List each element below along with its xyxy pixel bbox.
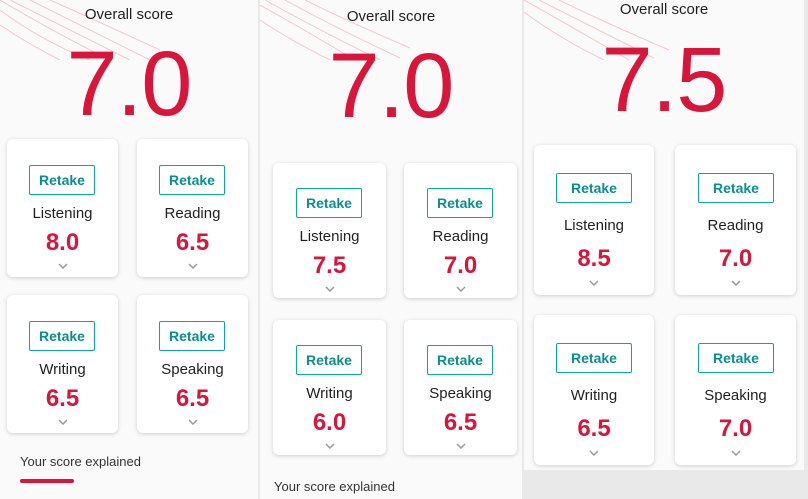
card-score: 7.5 [312,252,347,279]
card-score: 8.5 [577,245,611,272]
retake-button[interactable]: Retake [556,343,632,373]
card-label: Listening [32,205,93,222]
retake-button[interactable]: Retake [556,173,632,203]
card-label: Speaking [161,361,224,378]
chevron-down-icon[interactable] [187,419,198,425]
score-explained-link[interactable]: Your score explained [20,454,141,469]
card-label: Listening [299,228,360,245]
score-card-speaking: Retake Speaking 6.5 [404,320,517,455]
card-score: 6.0 [312,409,347,436]
chevron-down-icon[interactable] [455,286,466,292]
chevron-down-icon[interactable] [187,263,198,269]
retake-button[interactable]: Retake [159,165,225,195]
score-card-writing: Retake Writing 6.0 [273,320,386,455]
overall-score-label: Overall score [619,1,709,18]
card-label: Writing [306,385,353,402]
score-panel-1: Overall score 7.0 Retake Listening 8.0 R… [0,0,258,499]
retake-button[interactable]: Retake [698,173,774,203]
retake-button[interactable]: Retake [29,321,95,351]
score-card-listening: Retake Listening 8.0 [7,139,118,277]
chevron-down-icon[interactable] [589,450,599,456]
card-label: Reading [432,228,489,245]
chevron-down-icon[interactable] [589,280,599,286]
score-panel-3: Overall score 7.5 Retake Listening 8.5 R… [524,0,804,470]
score-card-reading: Retake Reading 7.0 [404,163,517,298]
card-label: Writing [39,361,86,378]
score-card-reading: Retake Reading 6.5 [137,139,248,277]
retake-button[interactable]: Retake [296,188,362,218]
overall-score-value: 7.0 [328,35,455,137]
card-score: 6.5 [45,385,80,412]
retake-button[interactable]: Retake [296,345,362,375]
card-label: Reading [164,205,221,222]
card-score: 7.0 [718,415,753,442]
chevron-down-icon[interactable] [57,419,68,425]
retake-button[interactable]: Retake [427,345,493,375]
card-score: 8.0 [45,229,80,256]
overall-score-value: 7.0 [66,33,193,135]
card-label: Writing [570,387,618,404]
score-card-speaking: Retake Speaking 6.5 [137,295,248,433]
score-card-speaking: Retake Speaking 7.0 [675,315,796,465]
card-score: 7.0 [443,252,478,279]
card-label: Speaking [429,385,492,402]
overall-score-label: Overall score [84,6,174,23]
score-card-listening: Retake Listening 8.5 [534,145,654,295]
card-score: 6.5 [443,409,478,436]
chevron-down-icon[interactable] [324,443,335,449]
overall-score-value: 7.5 [601,29,728,131]
card-label: Speaking [704,387,767,404]
score-panel-2: Overall score 7.0 Retake Listening 7.5 R… [260,0,522,499]
score-card-reading: Retake Reading 7.0 [675,145,796,295]
score-card-writing: Retake Writing 6.5 [7,295,118,433]
card-label: Listening [563,217,625,234]
card-label: Reading [707,217,764,234]
score-card-writing: Retake Writing 6.5 [534,315,654,465]
chevron-down-icon[interactable] [730,280,741,286]
card-score: 6.5 [577,415,611,442]
retake-button[interactable]: Retake [29,165,95,195]
score-card-listening: Retake Listening 7.5 [273,163,386,298]
retake-button[interactable]: Retake [698,343,774,373]
score-explained-link[interactable]: Your score explained [274,479,395,494]
card-score: 7.0 [718,245,753,272]
chevron-down-icon[interactable] [324,286,335,292]
card-score: 6.5 [175,385,210,412]
chevron-down-icon[interactable] [730,450,741,456]
card-score: 6.5 [175,229,210,256]
chevron-down-icon[interactable] [57,263,68,269]
overall-score-label: Overall score [346,8,436,25]
active-tab-underline [20,479,74,483]
chevron-down-icon[interactable] [455,443,466,449]
retake-button[interactable]: Retake [427,188,493,218]
retake-button[interactable]: Retake [159,321,225,351]
